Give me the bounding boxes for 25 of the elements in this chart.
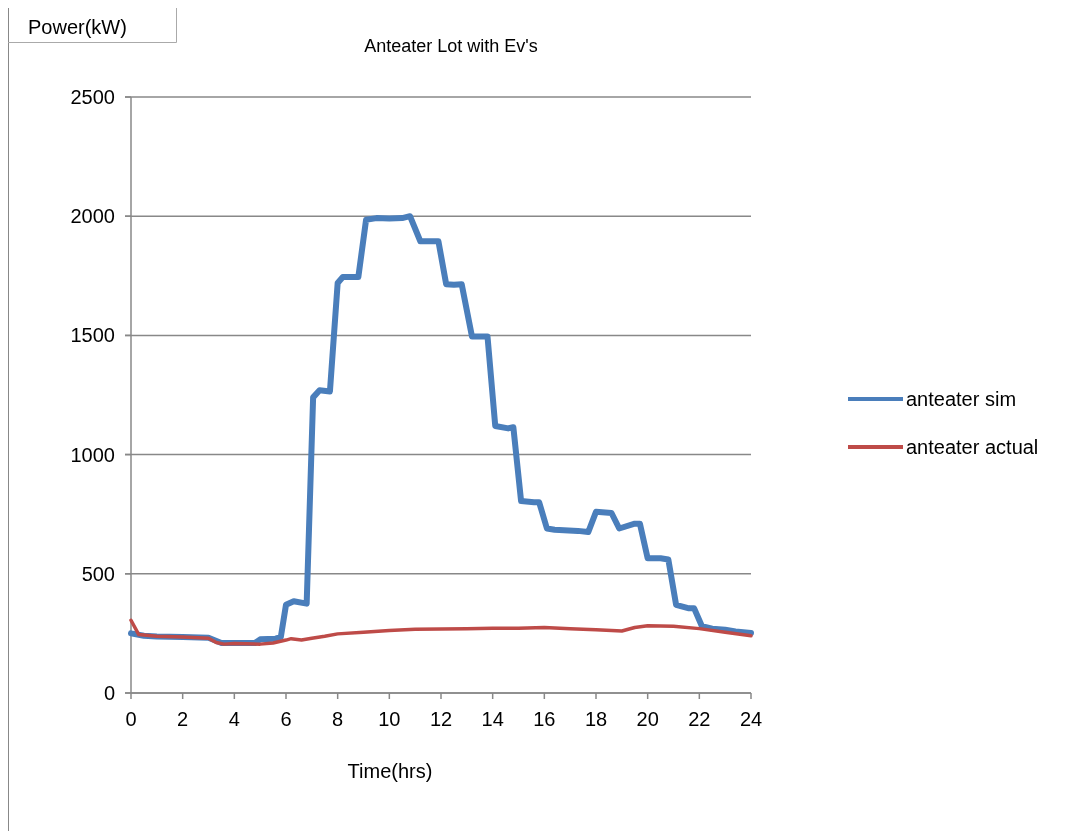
x-tick-label: 16 xyxy=(533,708,556,730)
x-tick-label: 8 xyxy=(332,708,344,730)
x-tick-label: 4 xyxy=(228,708,240,730)
x-tick-label: 14 xyxy=(481,708,504,730)
x-tick-label: 6 xyxy=(280,708,292,730)
legend-label: anteater actual xyxy=(906,436,1039,458)
y-tick-label: 0 xyxy=(103,682,115,704)
y-tick-label: 1500 xyxy=(70,324,115,347)
x-tick-label: 2 xyxy=(177,708,189,730)
y-tick-label: 2000 xyxy=(70,205,115,228)
y-axis-title: Power(kW) xyxy=(28,16,127,38)
legend-label: anteater sim xyxy=(906,388,1017,410)
y-tick-label: 500 xyxy=(81,562,115,585)
y-tick-label: 1000 xyxy=(70,443,115,466)
x-tick-label: 0 xyxy=(125,708,137,730)
x-axis-title: Time(hrs) xyxy=(347,760,433,782)
x-tick-label: 18 xyxy=(584,708,608,730)
x-tick-label: 24 xyxy=(739,708,763,730)
line-series xyxy=(129,618,753,646)
x-tick-label: 10 xyxy=(378,708,401,730)
x-tick-label: 20 xyxy=(636,708,659,730)
y-tick-label: 2500 xyxy=(70,86,115,108)
chart-title: Anteater Lot with Ev's xyxy=(364,36,538,56)
x-tick-label: 12 xyxy=(429,708,453,730)
x-tick-label: 22 xyxy=(688,708,711,730)
